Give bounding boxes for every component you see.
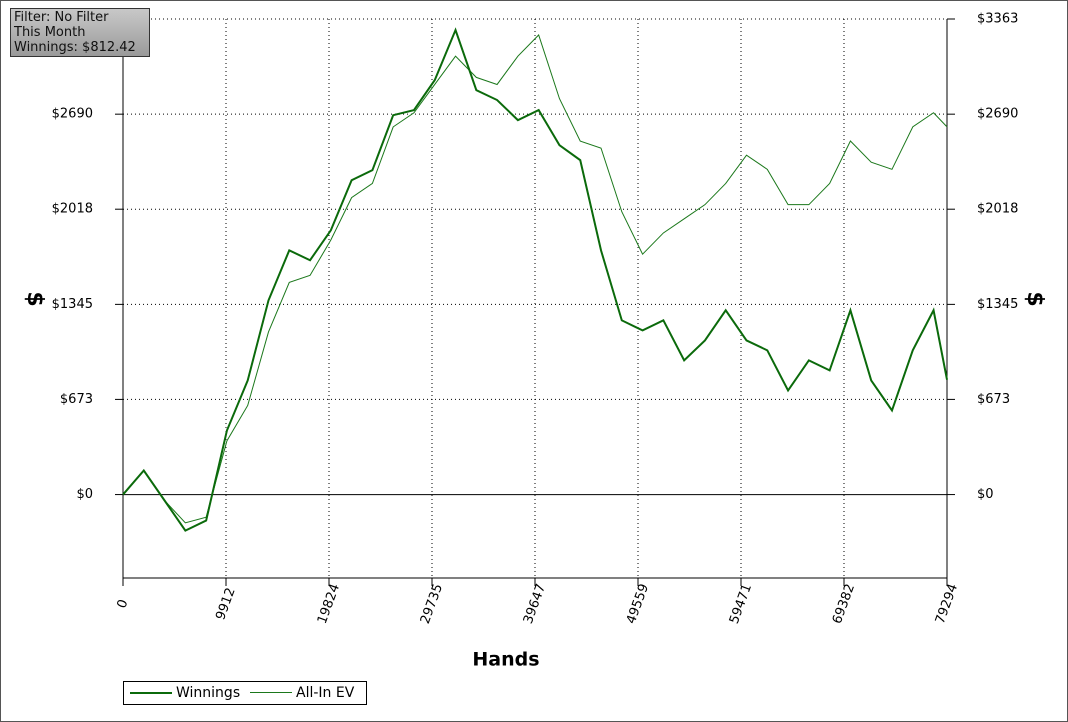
y2-tick-label: $2690 xyxy=(977,107,1018,122)
y-tick-label: $2690 xyxy=(52,107,93,122)
y2-axis-label: $ xyxy=(1022,291,1047,306)
x-tick-label: 9912 xyxy=(213,586,238,622)
x-axis-label: Hands xyxy=(472,649,539,671)
y-tick-label: $1345 xyxy=(52,297,93,312)
x-tick-label: 0 xyxy=(115,598,132,611)
x-tick-label: 29735 xyxy=(418,582,446,626)
y-axis-label: $ xyxy=(22,291,47,306)
legend: Winnings All-In EV xyxy=(123,681,367,705)
filter-text: Filter: No Filter xyxy=(14,10,109,25)
x-tick-label: 69382 xyxy=(830,582,858,626)
legend-swatch xyxy=(250,692,292,693)
x-tick-label: 19824 xyxy=(315,582,343,626)
winnings-text: Winnings: $812.42 xyxy=(14,40,136,55)
y-tick-label: $2018 xyxy=(52,202,93,217)
legend-label: Winnings xyxy=(176,685,241,701)
y2-tick-label: $0 xyxy=(977,487,994,502)
y-tick-label: $673 xyxy=(60,392,93,407)
y2-tick-label: $1345 xyxy=(977,297,1018,312)
x-tick-label: 59471 xyxy=(727,582,755,626)
y2-tick-label: $673 xyxy=(977,392,1010,407)
y2-tick-label: $3363 xyxy=(977,12,1018,27)
series-line xyxy=(122,27,948,532)
x-tick-label: 79294 xyxy=(933,582,961,626)
legend-swatch xyxy=(130,692,172,694)
legend-label: All-In EV xyxy=(296,685,355,701)
info-box: Filter: No Filter This Month Winnings: $… xyxy=(10,8,150,57)
series-line xyxy=(122,34,948,524)
y-tick-label: $0 xyxy=(76,487,93,502)
x-tick-label: 39647 xyxy=(521,582,549,626)
y2-tick-label: $2018 xyxy=(977,202,1018,217)
x-tick-label: 49559 xyxy=(624,582,652,626)
period-text: This Month xyxy=(14,25,86,40)
